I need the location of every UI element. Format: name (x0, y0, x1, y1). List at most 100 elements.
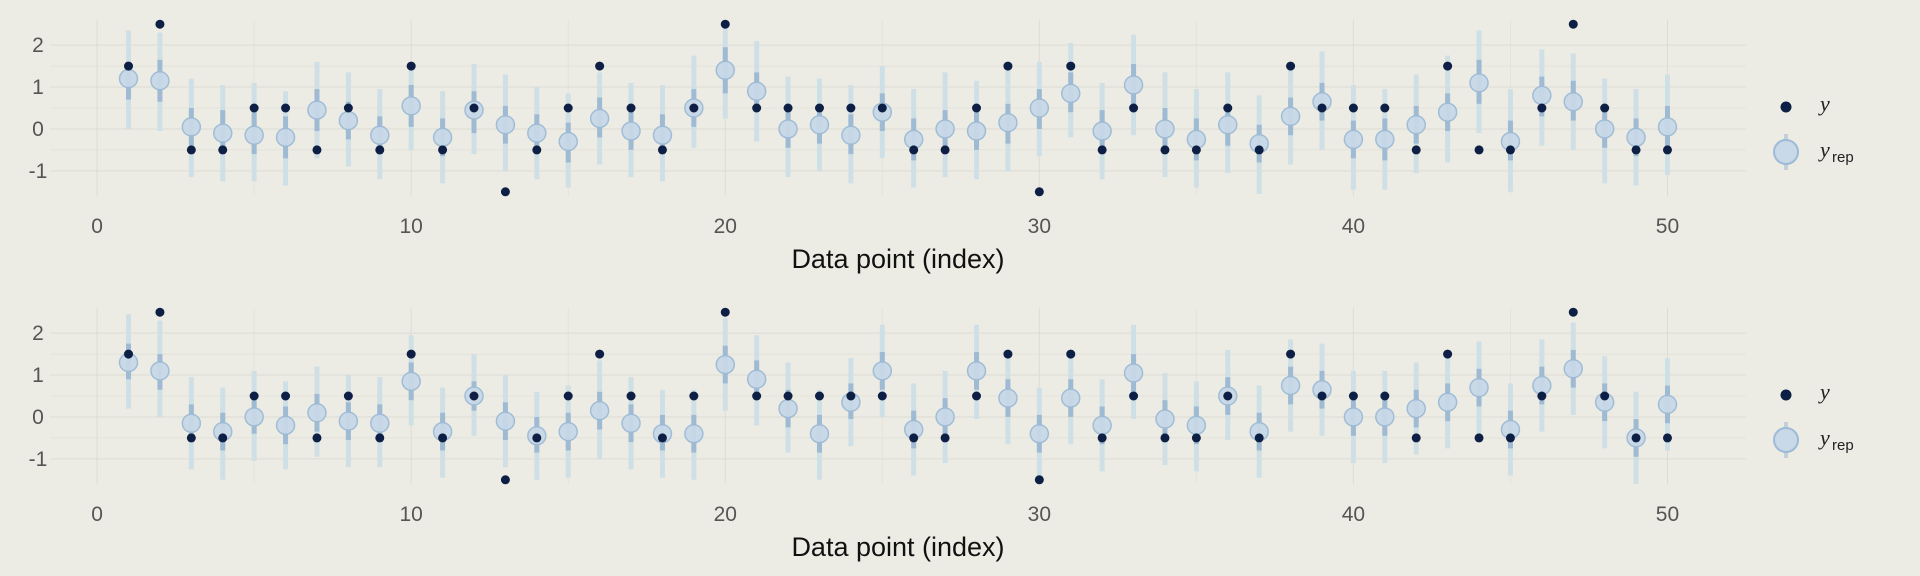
panel-top-gridlines (50, 20, 1746, 196)
yrep-point (212, 123, 233, 143)
x-tick-label: 50 (1656, 215, 1679, 238)
y-point (124, 61, 134, 71)
y-point (626, 103, 636, 113)
y-point (1317, 391, 1327, 401)
x-tick-label: 40 (1342, 503, 1365, 526)
y-point (752, 391, 762, 401)
y-point (595, 349, 605, 359)
y-point (940, 145, 950, 155)
yrep-point (181, 413, 202, 433)
x-tick-label: 0 (91, 503, 103, 526)
yrep-point (621, 413, 641, 433)
y-point (720, 307, 730, 317)
y-point (657, 433, 667, 443)
yrep-point (1123, 363, 1144, 383)
yrep-point (1657, 394, 1678, 415)
x-tick-label: 50 (1656, 503, 1679, 526)
y-tick-label: 1 (32, 364, 44, 387)
legend-yrep-subscript: rep (1832, 437, 1854, 454)
y-point (155, 19, 165, 29)
y-point (375, 145, 385, 155)
yrep-point (275, 415, 296, 436)
y-point (1537, 103, 1547, 113)
y-tick-label: 0 (32, 406, 44, 429)
y-point (406, 349, 416, 359)
x-tick-label: 20 (714, 503, 737, 526)
legend-yrep-label: y (1818, 137, 1830, 162)
yrep-point (1375, 129, 1395, 150)
y-point (1129, 391, 1139, 401)
yrep-point (1029, 98, 1050, 118)
yrep-point (684, 423, 704, 444)
legend-y-label: y (1818, 91, 1830, 116)
legend-yrep-subscript: rep (1832, 149, 1854, 166)
y-point (469, 391, 479, 401)
yrep-point (1375, 407, 1395, 427)
x-tick-label: 10 (400, 215, 423, 238)
y-point (1474, 433, 1484, 443)
yrep-point (872, 361, 893, 381)
y-point (909, 145, 919, 155)
y-point (1097, 145, 1107, 155)
y-point (1317, 103, 1327, 113)
y-point (1631, 145, 1641, 155)
y-point (940, 433, 950, 443)
yrep-point (652, 125, 673, 145)
legend-y-marker (1780, 101, 1792, 113)
yrep-point (746, 369, 767, 389)
y-point (406, 61, 416, 71)
y-point (1160, 433, 1170, 443)
y-point (783, 103, 793, 113)
y-point (1191, 145, 1201, 155)
y-point (1286, 349, 1296, 359)
yrep-point (495, 115, 516, 135)
y-point (1348, 103, 1358, 113)
y-point (814, 391, 824, 401)
yrep-point (998, 112, 1018, 133)
yrep-point (841, 125, 861, 145)
y-point (438, 145, 448, 155)
y-point (1129, 103, 1139, 113)
y-point (1254, 145, 1264, 155)
y-point (500, 187, 510, 197)
y-point (1223, 103, 1233, 113)
yrep-point (1092, 121, 1112, 141)
yrep-point (778, 398, 798, 419)
x-tick-label: 30 (1028, 503, 1051, 526)
yrep-point (150, 361, 170, 381)
y-point (1066, 349, 1076, 359)
yrep-point (1626, 127, 1646, 148)
yrep-point (966, 121, 987, 141)
x-tick-label: 30 (1028, 215, 1051, 238)
y-point (1474, 145, 1484, 155)
y-point (1411, 433, 1421, 443)
yrep-point (809, 115, 830, 135)
yrep-point (935, 119, 955, 139)
yrep-point (1563, 359, 1584, 379)
yrep-point (1406, 115, 1426, 135)
y-point (1034, 187, 1044, 197)
y-point (312, 145, 322, 155)
yrep-point (338, 110, 359, 131)
yrep-point (118, 68, 139, 89)
y-point (1191, 433, 1201, 443)
panel-top-intervals (126, 26, 1670, 194)
x-tick-label: 0 (91, 215, 103, 238)
y-point (375, 433, 385, 443)
y-tick-label: 1 (32, 76, 44, 99)
legend-yrep-label: y (1818, 425, 1830, 450)
legend-yrep-marker (1773, 427, 1799, 453)
yrep-point (778, 119, 798, 139)
yrep-point (715, 60, 736, 81)
y-point (1160, 145, 1170, 155)
y-point (689, 391, 699, 401)
x-tick-label: 10 (400, 503, 423, 526)
y-tick-label: -1 (29, 160, 48, 183)
yrep-point (1469, 73, 1489, 93)
y-point (972, 391, 982, 401)
y-point (343, 391, 353, 401)
y-point (1505, 145, 1515, 155)
yrep-point (558, 131, 578, 152)
yrep-point (1280, 106, 1301, 127)
y-point (1505, 433, 1515, 443)
